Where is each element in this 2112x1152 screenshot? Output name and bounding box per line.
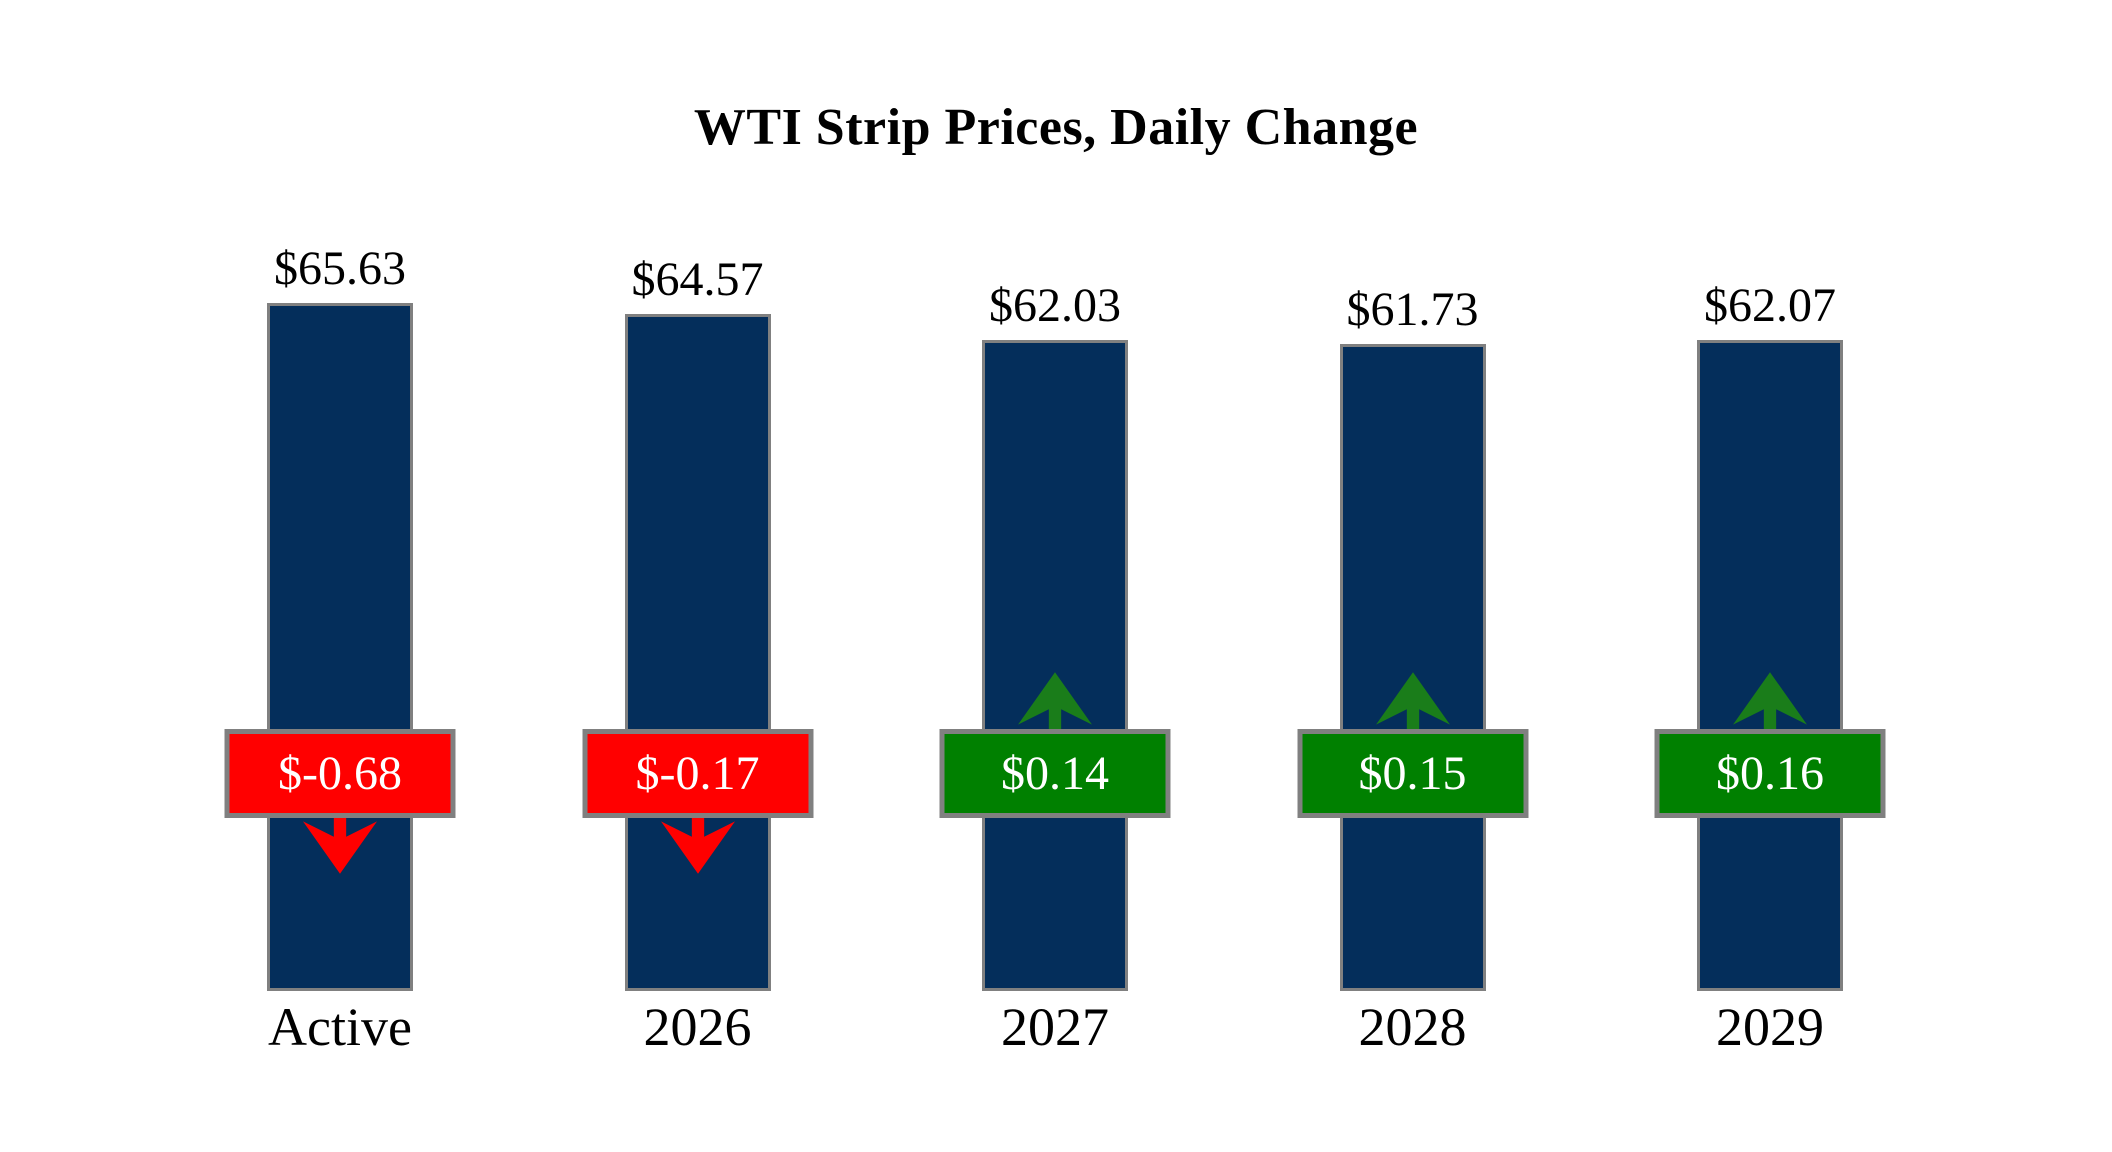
up-arrow-icon (1018, 672, 1092, 730)
bar-column-2028: $61.73 $0.15 2028 (1233, 0, 1593, 1152)
category-label: 2027 (1001, 997, 1109, 1057)
change-label: $0.14 (1001, 746, 1109, 800)
category-label: 2026 (643, 997, 752, 1057)
change-label: $0.15 (1358, 746, 1467, 800)
change-badge: $0.15 (1297, 729, 1528, 818)
category-label: 2028 (1358, 997, 1467, 1057)
change-badge: $-0.68 (224, 729, 456, 818)
strip-price-bar (267, 303, 413, 991)
bar-column-2026: $64.57 $-0.17 2026 (518, 0, 878, 1152)
chart-title: WTI Strip Prices, Daily Change (693, 99, 1419, 156)
up-arrow-icon (1733, 672, 1807, 730)
change-badge: $0.16 (1654, 729, 1886, 818)
price-label: $62.03 (989, 279, 1121, 332)
strip-price-bar (982, 340, 1128, 991)
change-badge: $-0.17 (582, 729, 813, 818)
price-label: $65.63 (274, 242, 406, 295)
up-arrow-icon (1375, 672, 1450, 730)
price-label: $64.57 (631, 253, 764, 306)
strip-price-bar (1697, 340, 1843, 991)
category-label: Active (268, 997, 412, 1057)
strip-price-bar (1339, 344, 1486, 991)
change-badge: $0.14 (939, 729, 1171, 818)
bar-column-2027: $62.03 $0.14 2027 (875, 0, 1235, 1152)
price-label: $61.73 (1346, 283, 1479, 336)
bar-column-2029: $62.07 $0.16 2029 (1590, 0, 1950, 1152)
strip-price-bar (624, 314, 771, 991)
down-arrow-icon (303, 816, 377, 874)
down-arrow-icon (660, 816, 735, 874)
bar-column-active: $65.63 $-0.68 Active (160, 0, 520, 1152)
category-label: 2029 (1716, 997, 1824, 1057)
change-label: $-0.17 (635, 746, 760, 800)
change-label: $-0.68 (278, 746, 402, 800)
change-label: $0.16 (1716, 746, 1824, 800)
price-label: $62.07 (1704, 279, 1836, 332)
